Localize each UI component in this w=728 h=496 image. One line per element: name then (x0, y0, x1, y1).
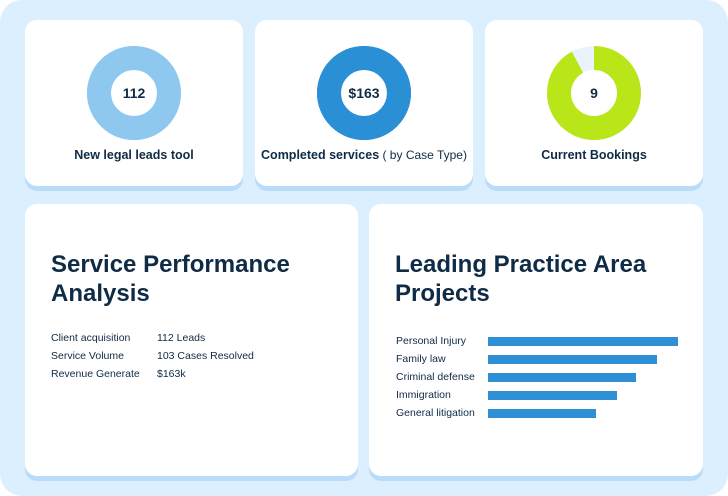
practice-area-bar (488, 354, 658, 364)
service-performance-card: Service Performance Analysis Client acqu… (25, 204, 358, 476)
practice-area-row: Personal Injury (396, 332, 678, 350)
bar-track (488, 354, 678, 364)
donut-chart: 112 (87, 46, 181, 140)
metric-value: 112 Leads (157, 332, 206, 344)
practice-area-label: Immigration (396, 389, 451, 401)
stat-label: Current Bookings (541, 148, 647, 162)
donut-ring (317, 46, 411, 140)
bar-track (488, 372, 678, 382)
metric-value: $163k (157, 368, 186, 380)
donut-chart: 9 (547, 46, 641, 140)
metric-row: Revenue Generate $163k (51, 368, 254, 386)
donut-chart: $163 (317, 46, 411, 140)
stat-card-current-bookings[interactable]: 9 Current Bookings (485, 20, 703, 186)
metric-value: 103 Cases Resolved (157, 350, 254, 362)
donut-value: $163 (348, 85, 380, 101)
practice-area-row: Family law (396, 350, 678, 368)
practice-area-list: Personal Injury Family law Criminal defe… (396, 332, 678, 422)
metrics-list: Client acquisition 112 Leads Service Vol… (51, 332, 254, 386)
donut-value: 112 (122, 85, 146, 101)
metric-label: Revenue Generate (51, 368, 140, 380)
stat-label: New legal leads tool (74, 148, 194, 162)
practice-area-row: General litigation (396, 404, 678, 422)
donut-ring (547, 46, 641, 140)
metric-label: Service Volume (51, 350, 124, 362)
practice-area-row: Immigration (396, 386, 678, 404)
practice-areas-card: Leading Practice Area Projects Personal … (369, 204, 703, 476)
card-title: Service Performance Analysis (51, 251, 290, 307)
stat-card-new-leads[interactable]: 112 New legal leads tool (25, 20, 243, 186)
bar-track (488, 336, 678, 346)
metric-row: Client acquisition 112 Leads (51, 332, 254, 350)
stat-card-completed-services[interactable]: $163 Completed services ( by Case Type) (255, 20, 473, 186)
practice-area-bar (488, 390, 618, 400)
donut-ring (87, 46, 181, 140)
donut-value: 9 (590, 85, 598, 101)
metric-row: Service Volume 103 Cases Resolved (51, 350, 254, 368)
practice-area-bar (488, 336, 678, 346)
bar-track (488, 390, 678, 400)
bar-track (488, 408, 678, 418)
practice-area-label: Personal Injury (396, 335, 467, 347)
card-title: Leading Practice Area Projects (395, 251, 647, 307)
practice-area-label: Family law (396, 353, 446, 365)
practice-area-bar (488, 408, 597, 418)
practice-area-bar (488, 372, 637, 382)
stat-label: Completed services ( by Case Type) (261, 148, 467, 162)
practice-area-label: Criminal defense (396, 371, 475, 383)
practice-area-row: Criminal defense (396, 368, 678, 386)
practice-area-label: General litigation (396, 407, 475, 419)
metric-label: Client acquisition (51, 332, 131, 344)
